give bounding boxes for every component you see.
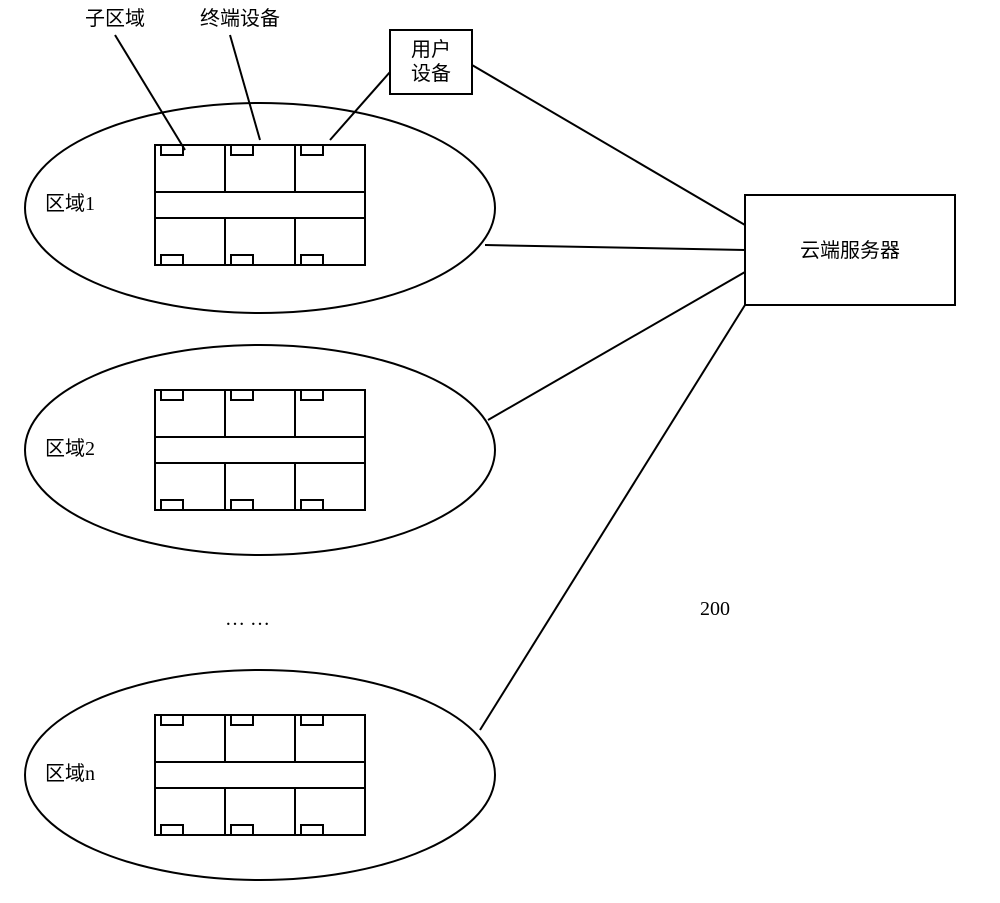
tab-bot-1-0: [161, 255, 183, 265]
tab-top-2-0: [161, 390, 183, 400]
connection-line-0: [472, 65, 745, 225]
connection-line-3: [480, 305, 745, 730]
callout-line-1: [230, 35, 260, 140]
callout-line-0: [115, 35, 185, 150]
label-region-n: 区域n: [45, 762, 95, 785]
callout-line-2: [330, 72, 390, 140]
diagram-canvas: 用户设备云端服务器子区域终端设备区域1区域2区域n… …200: [0, 0, 1000, 903]
tab-top-2-2: [301, 390, 323, 400]
tab-bot-3-2: [301, 825, 323, 835]
connection-line-2: [488, 272, 745, 420]
tab-bot-2-0: [161, 500, 183, 510]
tab-bot-3-0: [161, 825, 183, 835]
tab-top-3-1: [231, 715, 253, 725]
tab-top-1-1: [231, 145, 253, 155]
tab-top-3-2: [301, 715, 323, 725]
label-region-1: 区域1: [45, 192, 95, 215]
tab-top-1-2: [301, 145, 323, 155]
label-ellipsis: … …: [225, 608, 270, 630]
tab-bot-1-1: [231, 255, 253, 265]
tab-bot-3-1: [231, 825, 253, 835]
label-terminal: 终端设备: [200, 7, 280, 30]
label-sub-region: 子区域: [85, 7, 145, 30]
tab-top-2-1: [231, 390, 253, 400]
tab-bot-1-2: [301, 255, 323, 265]
connection-line-1: [485, 245, 745, 250]
grid-outer-3: [155, 715, 365, 835]
cloud-server-label: 云端服务器: [800, 239, 900, 262]
tab-top-1-0: [161, 145, 183, 155]
tab-bot-2-2: [301, 500, 323, 510]
grid-outer-1: [155, 145, 365, 265]
tab-top-3-0: [161, 715, 183, 725]
tab-bot-2-1: [231, 500, 253, 510]
label-figure-number: 200: [700, 598, 730, 620]
grid-outer-2: [155, 390, 365, 510]
label-region-2: 区域2: [45, 437, 95, 460]
